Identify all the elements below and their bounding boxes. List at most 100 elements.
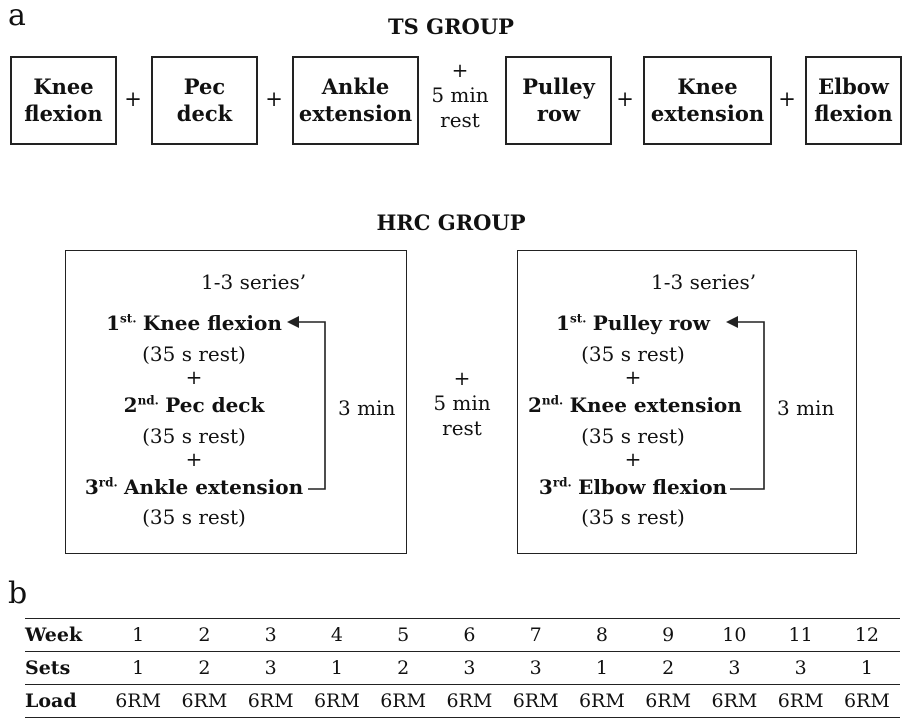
table-cell: 6RM bbox=[237, 684, 304, 718]
panel-b-label: b bbox=[8, 576, 28, 611]
ordinal: 1 bbox=[106, 311, 121, 335]
ts-box-line2: extension bbox=[650, 100, 765, 126]
table-cell: 6RM bbox=[701, 684, 768, 718]
table-cell: 6RM bbox=[303, 684, 370, 718]
hrc-group-title: HRC GROUP bbox=[376, 210, 526, 235]
table-row-load: Load 6RM 6RM 6RM 6RM 6RM 6RM 6RM 6RM 6RM… bbox=[25, 684, 900, 718]
table-cell: 6RM bbox=[635, 684, 702, 718]
hrc-right-plus-2: + bbox=[624, 447, 642, 471]
ts-box-line1: Knee bbox=[33, 74, 94, 100]
row-header: Week bbox=[25, 618, 105, 652]
ordinal: 1 bbox=[556, 311, 570, 335]
table-cell: 1 bbox=[568, 651, 635, 685]
ts-box-ankle-extension: Ankle extension bbox=[292, 56, 419, 145]
table-cell: 6RM bbox=[502, 684, 569, 718]
hrc-right-rest-2: (35 s rest) bbox=[581, 424, 685, 448]
table-cell: 2 bbox=[171, 651, 238, 685]
ordinal-suffix: nd. bbox=[541, 393, 564, 408]
ts-box-line2: deck bbox=[176, 100, 233, 126]
hrc-left-exercise-2: 2nd. Pec deck bbox=[84, 393, 304, 417]
exercise-name: Pec deck bbox=[165, 393, 265, 417]
ts-box-line1: Ankle bbox=[321, 74, 390, 100]
row-header: Sets bbox=[25, 651, 105, 685]
exercise-name: Knee flexion bbox=[142, 311, 282, 335]
table-cell: 12 bbox=[833, 618, 900, 652]
ordinal: 2 bbox=[528, 393, 542, 417]
hrc-right-exercise-1: 1st. Pulley row bbox=[528, 311, 738, 335]
ts-box-line1: Pulley bbox=[522, 74, 595, 100]
row-header: Load bbox=[25, 684, 105, 718]
table-row-week: Week 1 2 3 4 5 6 7 8 9 10 11 12 bbox=[25, 618, 900, 652]
hrc-left-loop-arrow bbox=[287, 316, 326, 490]
hrc-right-plus-1: + bbox=[624, 365, 642, 389]
ordinal-suffix: nd. bbox=[137, 393, 159, 408]
ts-box-pec-deck: Pec deck bbox=[151, 56, 258, 145]
ts-group-title: TS GROUP bbox=[388, 14, 514, 39]
table-cell: 6RM bbox=[767, 684, 834, 718]
hrc-left-series: 1-3 series’ bbox=[201, 270, 307, 294]
table-cell: 3 bbox=[237, 651, 304, 685]
ts-mid-rest-line2: rest bbox=[440, 108, 480, 132]
ts-box-knee-extension: Knee extension bbox=[643, 56, 772, 145]
ordinal-suffix: st. bbox=[569, 311, 587, 326]
hrc-left-plus-1: + bbox=[185, 365, 203, 389]
ts-plus-1: + bbox=[124, 87, 142, 111]
hrc-right-exercise-2: 2nd. Knee extension bbox=[528, 393, 742, 417]
ts-box-line2: row bbox=[536, 100, 581, 126]
ordinal-suffix: rd. bbox=[552, 475, 572, 490]
table-cell: 10 bbox=[701, 618, 768, 652]
table-cell: 6RM bbox=[171, 684, 238, 718]
exercise-name: Elbow flexion bbox=[578, 475, 728, 499]
table-cell: 2 bbox=[370, 651, 437, 685]
table-cell: 6RM bbox=[370, 684, 437, 718]
ordinal: 3 bbox=[538, 475, 553, 499]
table-cell: 2 bbox=[171, 618, 238, 652]
ordinal-suffix: rd. bbox=[98, 475, 118, 490]
ts-box-line1: Knee bbox=[677, 74, 738, 100]
ts-box-elbow-flexion: Elbow flexion bbox=[805, 56, 902, 145]
exercise-name: Knee extension bbox=[569, 393, 742, 417]
hrc-right-loop-arrow bbox=[726, 316, 765, 490]
table-cell: 6 bbox=[436, 618, 503, 652]
table-cell: 1 bbox=[303, 651, 370, 685]
ts-box-line2: flexion bbox=[24, 100, 103, 126]
table-cell: 3 bbox=[436, 651, 503, 685]
table-cell: 4 bbox=[303, 618, 370, 652]
table-cell: 6RM bbox=[568, 684, 635, 718]
hrc-left-box bbox=[65, 250, 407, 554]
table-cell: 7 bbox=[502, 618, 569, 652]
ts-mid-rest-plus: + bbox=[451, 58, 469, 82]
table-cell: 5 bbox=[370, 618, 437, 652]
ts-plus-3: + bbox=[616, 87, 634, 111]
hrc-mid-rest-line2: rest bbox=[442, 416, 482, 440]
ts-box-line2: extension bbox=[298, 100, 413, 126]
table-cell: 3 bbox=[701, 651, 768, 685]
table-cell: 9 bbox=[635, 618, 702, 652]
panel-a-label: a bbox=[8, 0, 26, 33]
ts-plus-2: + bbox=[265, 87, 283, 111]
exercise-name: Ankle extension bbox=[124, 475, 304, 499]
ts-box-line2: flexion bbox=[814, 100, 893, 126]
table-cell: 6RM bbox=[105, 684, 172, 718]
table-cell: 6RM bbox=[833, 684, 900, 718]
ordinal: 2 bbox=[123, 393, 138, 417]
hrc-left-plus-2: + bbox=[185, 447, 203, 471]
table-row-sets: Sets 1 2 3 1 2 3 3 1 2 3 3 1 bbox=[25, 651, 900, 685]
ts-mid-rest-line1: 5 min bbox=[431, 83, 489, 107]
table-cell: 3 bbox=[767, 651, 834, 685]
hrc-left-rest-3: (35 s rest) bbox=[142, 505, 246, 529]
hrc-left-exercise-3: 3rd. Ankle extension bbox=[84, 475, 304, 499]
table-cell: 1 bbox=[833, 651, 900, 685]
hrc-right-series: 1-3 series’ bbox=[651, 270, 757, 294]
ts-box-line1: Elbow bbox=[818, 74, 889, 100]
hrc-left-exercise-1: 1st. Knee flexion bbox=[84, 311, 304, 335]
ts-box-pulley-row: Pulley row bbox=[505, 56, 612, 145]
hrc-mid-rest: + 5 min rest bbox=[420, 366, 504, 441]
hrc-mid-rest-line1: 5 min bbox=[433, 391, 491, 415]
table-cell: 11 bbox=[767, 618, 834, 652]
table-cell: 2 bbox=[635, 651, 702, 685]
schedule-table: Week 1 2 3 4 5 6 7 8 9 10 11 12 Sets 1 2… bbox=[25, 618, 900, 718]
hrc-right-loop-label: 3 min bbox=[777, 396, 835, 420]
exercise-name: Pulley row bbox=[592, 311, 710, 335]
ts-plus-4: + bbox=[778, 87, 796, 111]
